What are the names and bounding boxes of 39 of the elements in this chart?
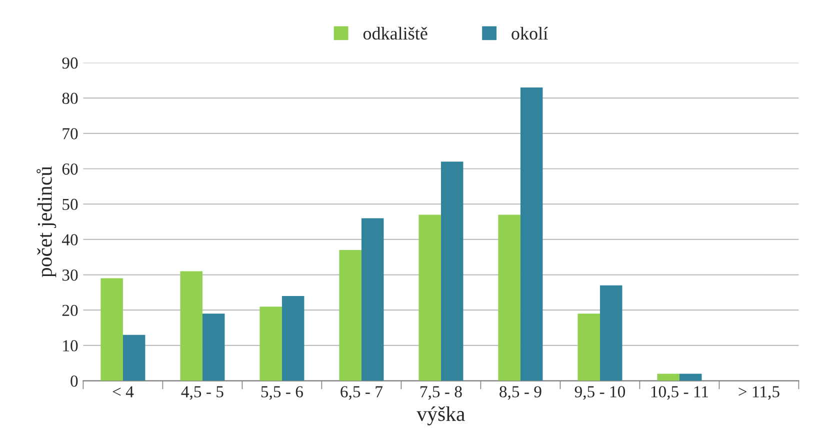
x-tick-label: 6,5 - 7 xyxy=(340,386,383,400)
bar xyxy=(282,296,304,381)
y-tick-label: 40 xyxy=(62,234,78,246)
bar xyxy=(339,250,362,381)
y-tick-label: 60 xyxy=(62,163,78,175)
bar xyxy=(260,306,282,381)
x-tick-label: > 11,5 xyxy=(738,386,780,400)
bar xyxy=(578,314,600,381)
legend-label: odkaliště xyxy=(363,26,428,40)
y-tick-label: 50 xyxy=(62,198,78,210)
legend-label: okolí xyxy=(512,26,548,40)
bar xyxy=(361,218,384,381)
x-axis-title: výška xyxy=(416,406,465,426)
bar xyxy=(202,314,225,381)
bar xyxy=(418,214,441,381)
bar xyxy=(657,374,680,381)
bar xyxy=(180,271,202,381)
y-tick-label: 10 xyxy=(63,340,78,352)
bar xyxy=(440,162,464,381)
bar xyxy=(100,278,123,381)
x-tick-label: < 4 xyxy=(112,386,134,398)
x-tick-label: 7,5 - 8 xyxy=(420,386,462,400)
bar xyxy=(600,285,622,381)
x-tick-label: 5,5 - 6 xyxy=(261,386,303,400)
x-tick-label: 4,5 - 5 xyxy=(181,386,224,400)
y-tick-label: 80 xyxy=(62,92,78,104)
x-tick-label: 10,5 - 11 xyxy=(651,386,708,400)
y-tick-label: 70 xyxy=(62,128,78,140)
y-tick-label: 90 xyxy=(62,57,78,69)
bar xyxy=(122,334,146,381)
x-tick-label: 8,5 - 9 xyxy=(500,386,542,400)
bar xyxy=(498,214,520,381)
y-tick-label: 0 xyxy=(70,376,78,387)
y-axis-title: počet jedinců xyxy=(36,166,56,278)
bar xyxy=(679,374,702,381)
y-tick-label: 30 xyxy=(62,269,78,281)
bar xyxy=(520,87,543,381)
y-tick-label: 20 xyxy=(62,304,78,316)
x-tick-label: 9,5 - 10 xyxy=(574,386,626,400)
